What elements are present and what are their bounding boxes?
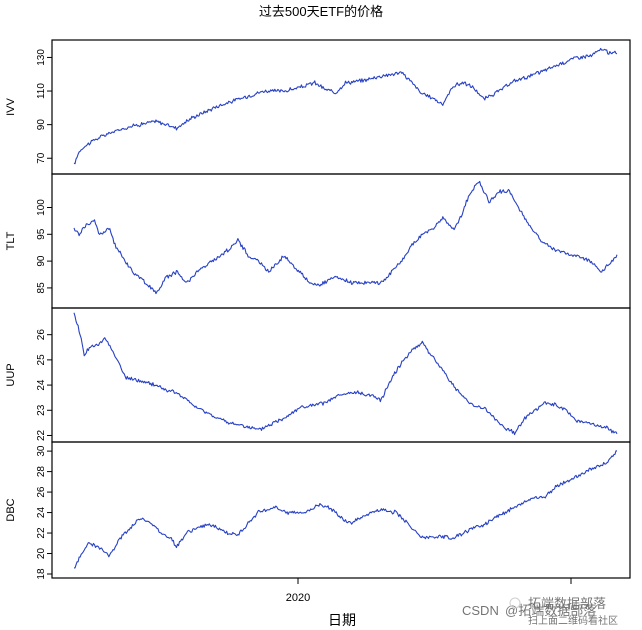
y-tick-label-ivv-70: 70	[36, 152, 47, 164]
y-tick-label-uup-24: 24	[36, 379, 47, 391]
y-tick-label-dbc-28: 28	[36, 466, 47, 478]
watermark-logo-icon	[509, 597, 521, 609]
watermark-handle: @拓端数据部落	[505, 603, 596, 618]
y-tick-label-tlt-90: 90	[36, 255, 47, 267]
x-axis: 2020	[286, 592, 310, 604]
panel-frame-tlt	[51, 173, 631, 309]
x-tick-label-2020: 2020	[286, 592, 310, 604]
series-line-tlt	[73, 180, 618, 295]
y-tick-label-tlt-100: 100	[36, 199, 47, 216]
panels-group: 70 90 110 130 IVV 85 90 95 100 TLT 22 23 24 25 26 UUP 18…	[5, 39, 631, 584]
y-tick-label-uup-23: 23	[36, 404, 47, 416]
y-tick-label-tlt-85: 85	[36, 282, 47, 294]
watermark: CSDN @拓端数据部落 拓端数据部落 扫上面二维码看社区	[462, 596, 618, 627]
panel-ylabel-ivv: IVV	[5, 97, 17, 115]
y-tick-label-ivv-130: 130	[36, 49, 47, 66]
series-line-ivv	[73, 47, 618, 165]
y-tick-label-uup-22: 22	[36, 429, 47, 441]
series-line-dbc	[73, 450, 618, 569]
y-tick-label-dbc-24: 24	[36, 507, 47, 519]
y-tick-label-uup-26: 26	[36, 329, 47, 341]
series-line-uup	[73, 312, 618, 436]
panel-frame-uup	[51, 307, 631, 443]
y-tick-label-dbc-22: 22	[36, 527, 47, 539]
watermark-logo-text: 拓端数据部落	[528, 596, 606, 611]
panel-frame-ivv	[51, 39, 631, 175]
y-tick-label-tlt-95: 95	[36, 228, 47, 240]
y-tick-label-ivv-110: 110	[36, 83, 47, 99]
watermark-logo-subtext: 扫上面二维码看社区	[528, 614, 618, 627]
y-tick-label-uup-25: 25	[36, 354, 47, 366]
panel-ylabel-uup: UUP	[5, 363, 17, 386]
y-tick-label-dbc-30: 30	[36, 445, 47, 457]
y-tick-label-ivv-90: 90	[36, 119, 47, 131]
watermark-source: CSDN	[462, 603, 499, 618]
y-tick-label-dbc-26: 26	[36, 486, 47, 498]
chart-title: 过去500天ETF的价格	[259, 4, 383, 19]
y-tick-label-dbc-18: 18	[36, 568, 47, 580]
panel-ylabel-tlt: TLT	[5, 231, 17, 250]
y-tick-label-dbc-20: 20	[36, 548, 47, 560]
panel-frame-dbc	[51, 441, 631, 579]
panel-ylabel-dbc: DBC	[5, 498, 17, 521]
x-axis-label: 日期	[328, 612, 356, 628]
